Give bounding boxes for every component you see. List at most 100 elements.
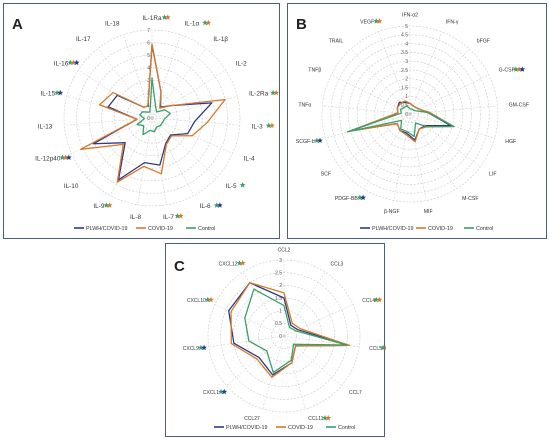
category-label: CXCL1 [203,390,219,396]
series-line-covid-19 [79,43,226,183]
category-label: IFN-α2 [402,13,418,19]
significance-star [177,213,184,219]
legend-label: Control [476,226,493,232]
category-label: CCL2 [278,248,291,254]
legend: PLWH/COVID-19 COVID-19 Control [74,226,215,232]
significance-star [317,137,323,143]
category-label: CCL4 [362,298,375,304]
spoke-line [409,31,443,115]
radial-tick-label: 4 [147,66,150,72]
grid-ring [339,43,481,185]
category-label: IL-8 [130,214,141,221]
radial-tick-label: 0.5 [401,103,408,109]
category-label: IFN-γ [446,19,459,25]
significance-star [218,388,224,395]
significance-star [208,296,214,303]
radial-ticks: 0 0.5 1 1.5 2 2.5 3 [275,258,282,340]
spoke-line [151,96,238,119]
significance-star [360,194,366,201]
spoke-line [123,34,153,119]
series-line-covid-19 [230,282,350,378]
legend-label: COVID-19 [288,425,313,431]
spoke-line [151,117,217,178]
significance-star [205,19,212,26]
grid-ring [88,54,216,182]
category-label: VEGF [360,19,374,25]
spoke-line [151,117,233,154]
category-label: IL-1α [184,21,199,28]
spoke-line [331,74,411,115]
spoke-line [208,335,285,348]
series-line-plwh-covid-19 [228,282,350,376]
significance-star [239,260,246,266]
grid-ring [101,67,203,169]
spoke-line [339,113,411,168]
significance-star [70,59,77,66]
significance-star [59,154,66,160]
significance-star [164,14,171,20]
significance-star [174,213,181,219]
significance-star [57,89,64,96]
category-label: TNFβ [308,68,321,74]
category-label: IL-15 [40,91,55,98]
category-label: M-CSF [462,196,478,202]
radial-tick-label: 1.5 [401,85,408,91]
significance-star [265,122,272,129]
radial-tick-label: 1 [279,308,282,314]
radial-ticks: 0 0.5 1 1.5 2 2.5 3 3.5 4 4.5 5 [401,24,408,118]
spoke-line [283,335,342,386]
legend-label: PLWH/COVID-19 [86,226,128,232]
significance-star [62,154,69,160]
significance-star [201,344,207,351]
spoke-line [87,117,153,178]
panel-label: B [296,16,307,33]
radial-tick-label: 4.5 [401,33,408,39]
spoke-line [151,117,240,126]
spoke-line [151,117,167,205]
radial-tick-label: 3.5 [401,50,408,56]
spoke-line [151,34,181,119]
significance-star [103,202,110,208]
category-label: IL-3 [252,123,263,130]
category-label: IL-5 [226,183,237,190]
category-label: CXCL9 [183,346,199,352]
radar-grid [63,29,241,207]
grid-ring [113,79,191,157]
series-line-control [346,105,455,138]
grid-ring [348,52,472,176]
radar-chart-a: 01234567IL-1RaIL-1αIL-1βIL-2IL-2RaIL-3IL… [35,14,280,232]
significance-star [357,194,363,201]
radial-tick-label: 4 [405,41,408,47]
radial-tick-label: 0 [279,334,282,340]
radial-tick-label: 3 [279,258,282,264]
radial-tick-label: 2.5 [401,68,408,74]
significance-star [106,202,113,208]
radial-tick-label: 5 [405,24,408,30]
category-label: G-CSF [499,68,515,74]
series-line-covid-19 [348,100,455,143]
category-labels: IFN-α2 IFN-γ bFGF G-CSF GM-CSF HGF LIF M-CSF MIF… [296,13,529,215]
radar-chart-b: 0 0.5 1 1.5 2 2.5 3 3.5 4 4.5 5 IFN-α2 IFN-γ bFGF G-CS… [296,13,529,232]
spoke-line [109,117,153,196]
radial-tick-label: 2.5 [275,270,282,276]
grid-ring [330,34,490,194]
radial-tick-label: 1.5 [275,296,282,302]
significance-star [270,89,276,96]
category-label: MIF [424,209,433,215]
legend-label: PLWH/COVID-19 [226,425,268,431]
spoke-line [409,74,489,115]
significance-star [161,14,168,20]
radial-tick-label: 3 [147,78,150,84]
spoke-line [409,113,481,168]
radial-tick-label: 2 [279,283,282,289]
significance-star [273,89,280,96]
series-line-control [136,77,171,136]
category-label: IL-1Ra [142,15,162,22]
category-label: IL-2 [236,60,247,67]
spoke-line [226,335,285,386]
spoke-line [262,335,285,409]
significance-star [67,59,74,66]
category-label: CCL5 [369,346,382,352]
category-label: TNFα [298,103,311,109]
significance-star [373,296,380,303]
